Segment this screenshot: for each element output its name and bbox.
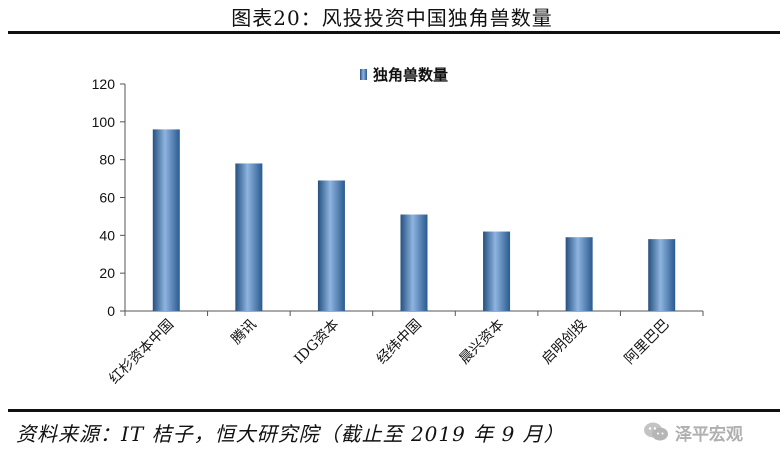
watermark-text: 泽平宏观 [675,424,743,445]
chart-title: 图表20：风投投资中国独角兽数量 [231,6,553,30]
y-tick-label: 0 [107,303,115,319]
legend-label: 独角兽数量 [373,66,448,84]
x-tick-label: 红杉资本中国 [106,317,177,388]
y-tick-label: 80 [99,152,115,168]
x-tick-label: 经纬中国 [374,317,425,368]
watermark: 泽平宏观 [643,418,783,446]
bar [565,237,593,311]
legend-swatch [360,69,367,80]
chart-axes: 0 20 40 60 80 100 120 [92,76,704,319]
chart-legend: 独角兽数量 [360,66,448,84]
y-tick-label: 60 [99,190,115,206]
bar [317,180,345,311]
bar [400,214,428,311]
bottom-rule [8,409,780,412]
source-note: 资料来源：IT 桔子，恒大研究院（截止至 2019 年 9 月） [16,422,565,446]
bar [483,231,511,311]
bar [152,129,180,311]
x-tick-label: 启明创投 [539,317,590,368]
wechat-icon [643,421,669,443]
top-rule [8,31,780,34]
x-tick-label: 晨兴资本 [456,317,507,368]
x-axis-labels: 红杉资本中国 腾讯 IDG资本 经纬中国 晨兴资本 启明创投 阿里巴巴 [106,316,672,387]
chart-bars [152,129,676,311]
y-tick-label: 40 [99,227,115,243]
bar [648,239,676,311]
x-tick-label: 阿里巴巴 [622,317,673,368]
bar [235,163,263,311]
x-tick-label: IDG资本 [291,317,342,368]
x-tick-label: 腾讯 [228,316,260,348]
y-tick-label: 120 [92,76,116,92]
y-tick-label: 100 [92,114,116,130]
y-tick-label: 20 [99,265,115,281]
